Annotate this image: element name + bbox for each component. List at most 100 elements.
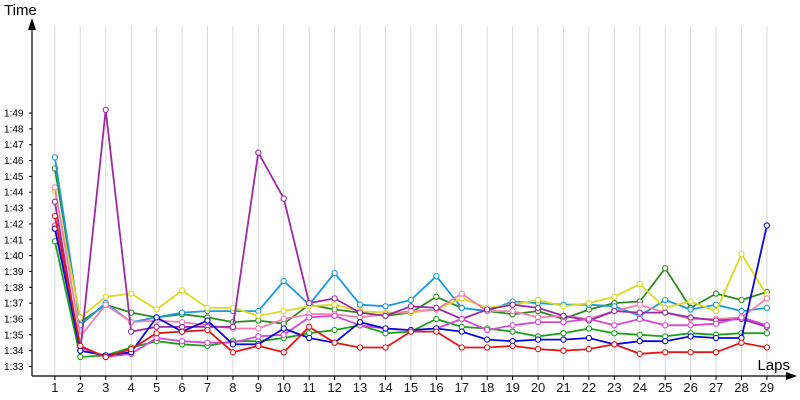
data-point <box>534 336 542 343</box>
data-point <box>178 328 186 335</box>
data-point <box>51 154 59 161</box>
y-tick-label: 1:41 <box>4 235 24 246</box>
data-point <box>585 345 593 353</box>
data-point <box>763 344 771 351</box>
data-point <box>229 341 237 348</box>
data-point <box>356 344 364 351</box>
data-point <box>560 303 567 310</box>
data-point <box>534 304 542 312</box>
data-point <box>662 296 669 304</box>
data-point <box>153 330 160 337</box>
y-tick-label: 1:45 <box>4 172 24 183</box>
data-point <box>712 334 720 342</box>
y-tick-label: 1:36 <box>4 314 24 325</box>
data-point <box>382 312 389 319</box>
y-tick-label: 1:44 <box>4 188 24 199</box>
data-point <box>560 347 567 354</box>
data-point <box>712 320 720 327</box>
data-point <box>356 318 364 326</box>
data-point <box>738 339 745 346</box>
data-point <box>382 303 389 310</box>
data-point <box>331 312 338 319</box>
data-point <box>534 345 542 353</box>
y-axis-title: Time <box>4 2 37 19</box>
data-point <box>662 265 669 272</box>
data-point <box>509 342 516 350</box>
x-tick-label: 6 <box>178 380 185 395</box>
x-tick-label: 1 <box>51 380 58 395</box>
x-tick-label: 8 <box>229 380 236 395</box>
data-point <box>458 290 465 297</box>
data-point <box>255 312 262 319</box>
x-tick-label: 24 <box>633 380 647 395</box>
data-point <box>763 295 771 302</box>
data-point <box>560 330 567 337</box>
data-point <box>763 222 771 229</box>
data-point <box>636 315 643 323</box>
data-point <box>255 333 262 340</box>
data-point <box>128 290 135 297</box>
data-point <box>534 296 542 304</box>
data-point <box>636 350 643 357</box>
data-point <box>738 296 745 304</box>
x-tick-label: 9 <box>255 380 262 395</box>
data-point <box>280 325 287 332</box>
data-point <box>77 353 84 361</box>
data-point <box>585 315 593 323</box>
y-tick-label: 1:40 <box>4 251 24 262</box>
series-9 <box>51 212 771 361</box>
x-tick-label: 4 <box>128 380 135 395</box>
data-point <box>306 334 313 342</box>
data-point <box>534 318 542 326</box>
data-point <box>738 314 745 321</box>
data-point <box>153 314 160 321</box>
data-point <box>128 328 135 335</box>
data-point <box>280 315 287 323</box>
data-point <box>153 306 160 313</box>
data-point <box>484 336 491 343</box>
data-point <box>687 333 694 340</box>
data-point <box>255 342 262 350</box>
data-point <box>102 106 109 114</box>
data-point <box>51 198 59 205</box>
x-tick-label: 29 <box>760 380 774 395</box>
data-point <box>433 328 440 335</box>
data-point <box>306 299 313 307</box>
data-point <box>306 323 313 331</box>
data-point <box>738 250 745 258</box>
data-point <box>484 344 491 351</box>
data-point <box>407 303 415 310</box>
y-tick-label: 1:48 <box>4 124 24 135</box>
data-point <box>560 312 567 319</box>
data-point <box>458 344 465 351</box>
x-tick-label: 12 <box>327 380 341 395</box>
data-point <box>763 322 771 329</box>
data-point <box>331 301 338 308</box>
data-point <box>585 334 593 342</box>
x-tick-label: 26 <box>683 380 697 395</box>
data-point <box>280 277 287 285</box>
y-tick-label: 1:49 <box>4 109 24 120</box>
data-point <box>484 306 491 313</box>
data-point <box>458 328 465 335</box>
data-point <box>382 325 389 332</box>
x-tick-label: 27 <box>709 380 723 395</box>
data-point <box>51 212 59 220</box>
x-tick-label: 7 <box>204 380 211 395</box>
data-point <box>255 149 262 156</box>
y-tick-label: 1:34 <box>4 346 24 357</box>
x-tick-label: 5 <box>153 380 160 395</box>
data-point <box>331 326 338 334</box>
data-point <box>687 314 694 321</box>
data-point <box>77 342 84 350</box>
data-point <box>102 293 109 300</box>
x-tick-label: 11 <box>302 380 316 395</box>
data-point <box>280 349 287 356</box>
data-point <box>280 331 287 338</box>
data-point <box>585 299 593 307</box>
x-tick-label: 25 <box>658 380 672 395</box>
data-point <box>560 318 567 326</box>
x-tick-label: 14 <box>378 380 392 395</box>
data-point <box>306 314 313 321</box>
data-point <box>687 322 694 329</box>
